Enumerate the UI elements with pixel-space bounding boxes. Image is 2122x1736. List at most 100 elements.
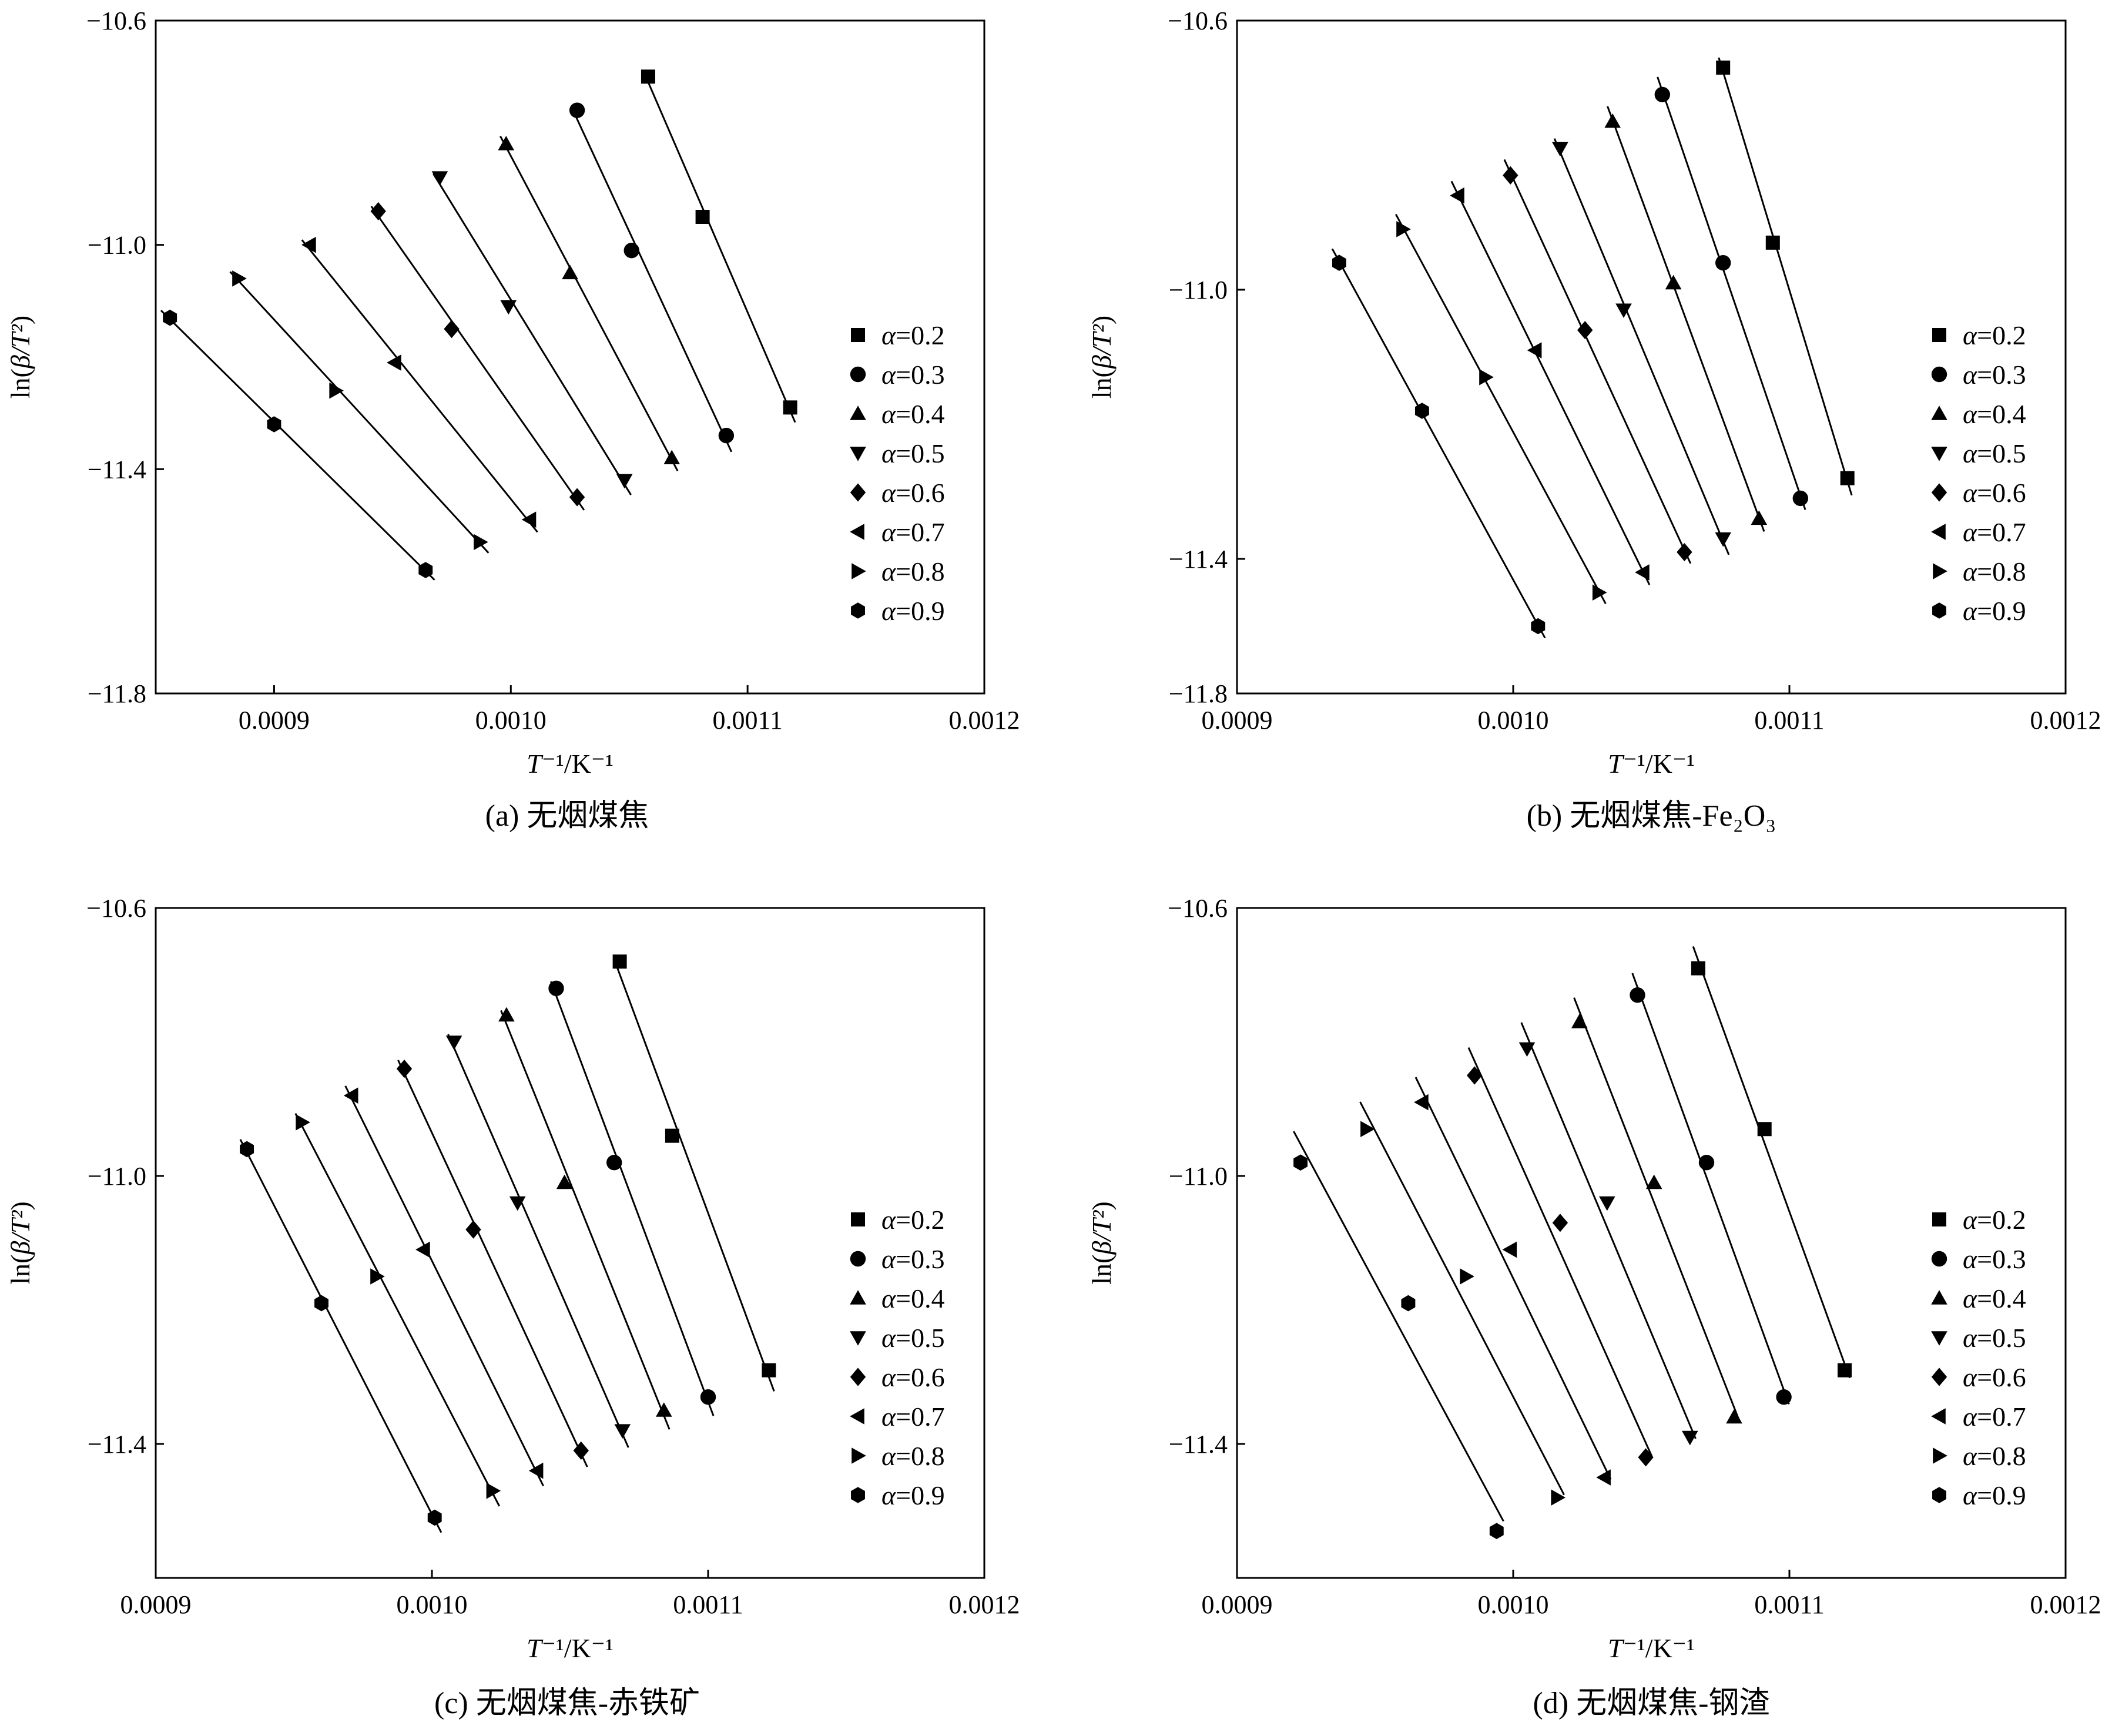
panel-b-legend-marker-0 xyxy=(1932,328,1946,342)
panel-a-series-2-point-1 xyxy=(562,264,578,280)
panel-b-plot-area xyxy=(1236,19,2067,695)
panel-b-fit-line-2 xyxy=(1607,106,1765,532)
panel-d-legend-label-3: α=0.5 xyxy=(1963,1323,2026,1353)
panel-b-series-4-point-0 xyxy=(1503,166,1518,185)
panel-b-legend-marker-4 xyxy=(1931,483,1947,502)
panel-a-legend-marker-2 xyxy=(850,405,866,420)
panel-d-fit-line-1 xyxy=(1631,973,1790,1405)
panel-b-fit-line-6 xyxy=(1395,213,1607,605)
panel-a-series-5-point-1 xyxy=(387,354,401,371)
panel-b-series-6-point-2 xyxy=(1592,584,1607,601)
panel-b-xtick-label: 0.0011 xyxy=(1754,706,1824,735)
panel-b-series-2-point-1 xyxy=(1665,274,1682,290)
panel-c-legend-label-7: α=0.9 xyxy=(881,1480,945,1510)
panel-c-legend-label-1: α=0.3 xyxy=(881,1244,945,1274)
panel-b-series-4-point-1 xyxy=(1577,321,1593,340)
panel-a-series-group xyxy=(160,69,797,581)
panel-b-xtick-label: 0.0009 xyxy=(1202,706,1273,735)
panel-d-legend-label-7: α=0.9 xyxy=(1963,1480,2026,1510)
panel-b-legend-marker-3 xyxy=(1931,447,1947,461)
panel-a-series-3-point-0 xyxy=(431,171,448,186)
panel-d-xtick-label: 0.0010 xyxy=(1478,1590,1549,1619)
panel-a-ytick-label: −11.8 xyxy=(88,679,146,708)
panel-d-legend-label-1: α=0.3 xyxy=(1963,1244,2026,1274)
panel-a-caption: (a) 无烟煤焦 xyxy=(485,799,649,833)
panel-c-ytick-label: −10.6 xyxy=(86,894,146,923)
panel-d-series-6-point-2 xyxy=(1551,1489,1565,1506)
panel-c-series-1-point-1 xyxy=(606,1155,622,1171)
panel-d-fit-line-7 xyxy=(1293,1131,1504,1522)
panel-d-legend-marker-7 xyxy=(1932,1487,1946,1503)
panel-b-xlabel: T⁻¹/K⁻¹ xyxy=(1608,749,1695,779)
panel-a-series-3-point-1 xyxy=(500,300,517,315)
panel-d-legend-label-4: α=0.6 xyxy=(1963,1362,2026,1392)
panel-d-series-5-point-1 xyxy=(1502,1241,1517,1258)
panel-c-series-6-point-1 xyxy=(370,1268,385,1285)
panel-c-series-group xyxy=(239,954,776,1533)
panel-c-legend-marker-0 xyxy=(851,1212,865,1226)
panel-c-xtick-label: 0.0012 xyxy=(949,1590,1020,1619)
panel-a-legend-marker-4 xyxy=(850,483,866,502)
panel-c-legend-label-5: α=0.7 xyxy=(881,1402,945,1432)
panel-c-fit-line-6 xyxy=(294,1112,501,1507)
panel-a-series-6-point-0 xyxy=(232,270,247,287)
panel-c-legend-label-2: α=0.4 xyxy=(881,1283,945,1313)
panel-c-plot-area xyxy=(155,907,985,1579)
panel-d-legend-marker-5 xyxy=(1931,1408,1946,1425)
panel-d-series-6-point-0 xyxy=(1360,1121,1375,1137)
panel-b-series-0-point-0 xyxy=(1716,61,1731,75)
panel-d-legend-label-2: α=0.4 xyxy=(1963,1283,2026,1313)
panel-d-ytick-label: −11.0 xyxy=(1169,1162,1228,1191)
panel-d-legend-label-0: α=0.2 xyxy=(1963,1205,2026,1235)
panel-b-legend-label-1: α=0.3 xyxy=(1963,360,2026,390)
panel-b-fit-line-4 xyxy=(1503,159,1692,564)
panel-b-ytick-label: −10.6 xyxy=(1168,6,1228,35)
panel-a-legend-marker-7 xyxy=(851,602,865,619)
panel-a: 0.0009 0.0010 0.0011 0.0012 −10.6 −11.0 −11.4 −… xyxy=(5,6,1020,833)
panel-d-fit-line-2 xyxy=(1573,997,1741,1422)
panel-d-series-0-point-2 xyxy=(1838,1363,1852,1378)
panel-c-ytick-label: −11.0 xyxy=(88,1162,146,1191)
panel-c-legend: α=0.2 α=0.3 α=0.4 α=0.5 α=0.6 α=0.7 α=0.8 α=0.9 xyxy=(850,1205,945,1510)
panel-d-series-1-point-2 xyxy=(1776,1389,1792,1405)
panel-c-series-0-point-1 xyxy=(665,1128,679,1143)
panel-d-fit-line-4 xyxy=(1467,1047,1653,1457)
panel-a-xtick-label: 0.0009 xyxy=(239,706,310,735)
panel-d-ytick-label: −10.6 xyxy=(1168,894,1228,923)
panel-c-legend-label-6: α=0.8 xyxy=(881,1441,945,1471)
panel-d-series-3-point-0 xyxy=(1518,1042,1536,1057)
panel-c-series-1-point-0 xyxy=(548,980,564,997)
panel-b-xtick-label: 0.0012 xyxy=(2030,706,2101,735)
panel-c-legend-label-4: α=0.6 xyxy=(881,1362,945,1392)
panel-a-ytick-label: −11.4 xyxy=(88,455,146,484)
panel-b-legend-label-0: α=0.2 xyxy=(1963,320,2026,350)
panel-c-series-1-point-2 xyxy=(700,1389,716,1405)
panel-d-series-7-point-0 xyxy=(1293,1154,1308,1171)
panel-a-series-6-point-1 xyxy=(329,382,344,399)
panel-c-xtick-label: 0.0010 xyxy=(397,1590,468,1619)
panel-b-fit-line-1 xyxy=(1657,76,1806,510)
panel-d-fit-line-3 xyxy=(1520,1022,1697,1439)
panel-d-series-3-point-2 xyxy=(1682,1430,1698,1446)
panel-a-legend-label-1: α=0.3 xyxy=(881,360,945,390)
panel-c-series-2-point-0 xyxy=(498,1007,515,1022)
panel-a-fit-line-0 xyxy=(642,70,796,423)
panel-a-fit-line-6 xyxy=(229,271,490,554)
panel-d-ytick-label: −11.4 xyxy=(1169,1430,1228,1459)
panel-d-series-5-point-2 xyxy=(1596,1469,1611,1486)
panel-b-legend-label-4: α=0.6 xyxy=(1963,478,2026,508)
panel-c-legend-marker-1 xyxy=(850,1251,866,1267)
panel-b-ytick-label: −11.0 xyxy=(1169,276,1228,304)
panel-b-legend-marker-2 xyxy=(1931,405,1947,420)
panel-a-fit-line-1 xyxy=(571,107,733,453)
panel-a-legend-marker-3 xyxy=(850,447,866,461)
panel-a-series-1-point-2 xyxy=(718,427,735,444)
panel-b-series-0-point-2 xyxy=(1840,471,1855,485)
panel-a-legend: α=0.2 α=0.3 α=0.4 α=0.5 α=0.6 α=0.7 α=0.8 α=0.9 xyxy=(850,320,945,626)
panel-a-fit-line-7 xyxy=(160,310,435,581)
panel-d-series-4-point-1 xyxy=(1552,1214,1568,1232)
panel-d-legend: α=0.2 α=0.3 α=0.4 α=0.5 α=0.6 α=0.7 α=0.8 α=0.9 xyxy=(1931,1205,2026,1510)
panel-c-series-2-point-1 xyxy=(556,1174,573,1189)
panel-b-caption: (b) 无烟煤焦-Fe₂O₃ xyxy=(1527,799,1776,833)
panel-d-series-0-point-0 xyxy=(1691,961,1705,976)
